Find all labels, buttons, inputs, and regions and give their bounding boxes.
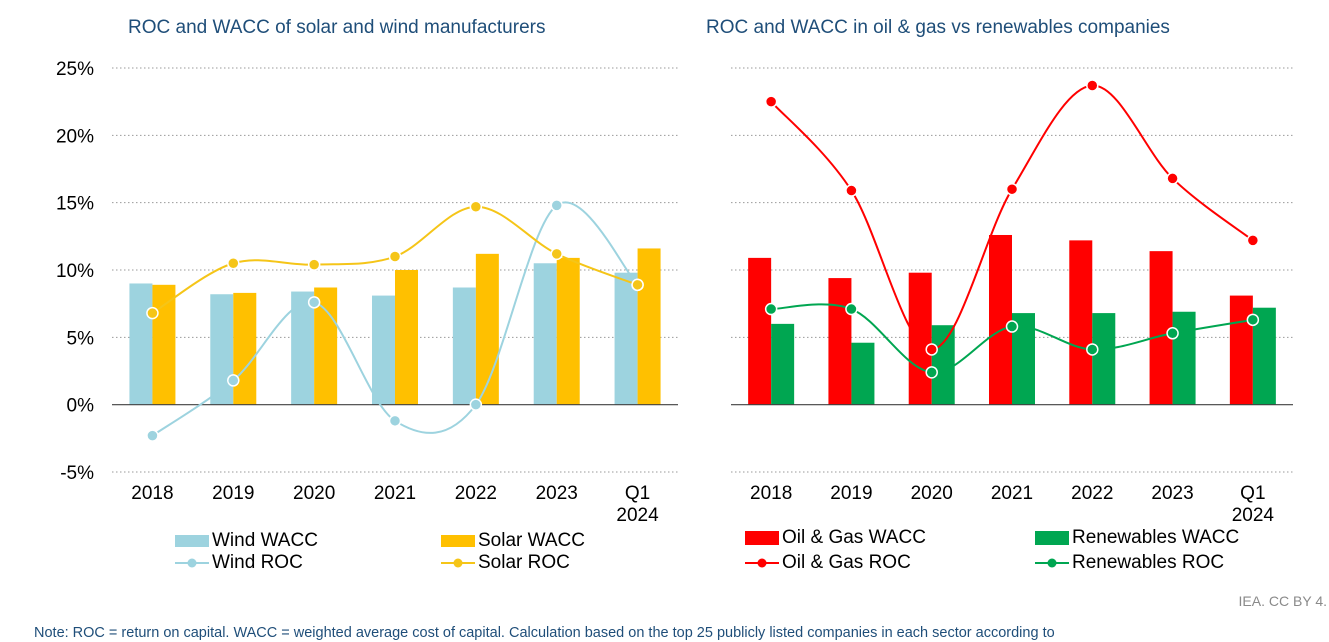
left-point-wind-roc (307, 296, 321, 309)
left-point-wind-roc (469, 398, 483, 411)
right-bar-oil-gas-wacc (828, 278, 852, 405)
solar-wacc-swatch-icon (441, 535, 475, 547)
left-bar-solar-wacc (233, 292, 257, 405)
right-x-tick-label: 2020 (911, 483, 953, 504)
left-x-tick-label: 2018 (131, 483, 173, 504)
right-point-renewables-roc (1086, 343, 1099, 356)
og-wacc-swatch-icon (745, 531, 779, 545)
right-point-oil-gas-roc (1005, 182, 1019, 196)
right-point-oil-gas-roc (845, 184, 858, 197)
right-bar-oil-gas-wacc (1069, 240, 1093, 405)
right-bar-renewables-wacc (1252, 307, 1276, 405)
right-point-renewables-roc (1005, 320, 1019, 333)
legend-label: Wind ROC (212, 552, 303, 573)
left-bar-solar-wacc (152, 284, 176, 405)
right-x-tick-label: 2023 (1151, 483, 1193, 504)
right-point-renewables-roc (1166, 327, 1179, 340)
left-y-tick-label: 5% (67, 328, 95, 349)
left-point-solar-roc (388, 250, 402, 263)
left-point-solar-roc (227, 257, 240, 270)
right-x-tick-label: 2019 (830, 483, 872, 504)
right-point-oil-gas-roc (925, 343, 938, 356)
right-point-oil-gas-roc (764, 95, 778, 108)
solar-roc-line-icon (441, 558, 475, 568)
right-x-tick-label: 2018 (750, 483, 792, 504)
left-bar-wind-wacc (452, 287, 476, 405)
legend-label: Oil & Gas ROC (782, 552, 911, 573)
left-bar-wind-wacc (291, 291, 315, 405)
charts-canvas: -5%5%10%15%20%25%0%2018 2019 2020 2021 2022 2… (56, 59, 1293, 526)
left-point-wind-roc (227, 374, 240, 387)
legend-label: Wind WACC (212, 530, 318, 551)
right-bar-oil-gas-wacc (1149, 251, 1173, 405)
left-bar-solar-wacc (637, 248, 661, 405)
right-point-renewables-roc (764, 302, 778, 316)
left-bar-wind-wacc (614, 272, 638, 405)
right-bar-oil-gas-wacc (748, 257, 772, 405)
left-y-tick-label: 15% (56, 194, 94, 215)
left-bar-solar-wacc (556, 257, 580, 405)
left-x-tick-label: 2019 (212, 483, 254, 504)
right-bar-oil-gas-wacc (908, 272, 932, 405)
right-x-tick-label: 2022 (1071, 483, 1113, 504)
left-bar-wind-wacc (210, 294, 234, 405)
left-x-tick-label: Q1 2024 (616, 483, 659, 526)
left-bar-wind-wacc (533, 263, 557, 405)
left-x-tick-label: 2021 (374, 483, 416, 504)
right-x-tick-label: Q1 2024 (1232, 483, 1275, 526)
left-y-tick-label: -5% (60, 463, 94, 484)
right-bar-renewables-wacc (851, 342, 875, 405)
left-bar-solar-wacc (395, 270, 418, 405)
ren-roc-line-icon (1035, 558, 1069, 568)
left-x-tick-label: 2023 (536, 483, 578, 504)
left-bar-wind-wacc (129, 283, 153, 405)
left-x-tick-label: 2020 (293, 483, 335, 504)
right-point-renewables-roc (1246, 313, 1260, 327)
left-chart: -5% 5% 10% 15% 20% 25% 0% 2018 2019 2020 2021 2022 2… (56, 59, 678, 526)
left-point-wind-roc (146, 429, 159, 442)
right-bar-renewables-wacc (771, 323, 795, 405)
left-point-solar-roc (307, 258, 321, 271)
right-bar-renewables-wacc (1092, 313, 1116, 405)
left-point-wind-roc (550, 199, 563, 212)
right-line-oil-gas-roc (770, 84, 1254, 351)
legend-label: Renewables WACC (1072, 527, 1240, 548)
right-point-renewables-roc (925, 366, 938, 379)
right-chart-title: ROC and WACC in oil & gas vs renewables … (706, 17, 1170, 38)
ren-wacc-swatch-icon (1035, 531, 1069, 545)
wind-wacc-swatch-icon (175, 535, 209, 547)
right-point-oil-gas-roc (1246, 234, 1260, 247)
right-bar-renewables-wacc (1012, 313, 1035, 405)
right-point-oil-gas-roc (1166, 172, 1179, 185)
legend-label: Renewables ROC (1072, 552, 1225, 573)
legend-label: Solar WACC (478, 530, 585, 551)
left-point-solar-roc (469, 200, 483, 213)
left-chart-title: ROC and WACC of solar and wind manufactu… (128, 17, 546, 38)
left-point-solar-roc (146, 306, 159, 320)
right-bar-renewables-wacc (931, 325, 955, 405)
right-bar-renewables-wacc (1172, 311, 1196, 405)
left-x-tick-label: 2022 (455, 483, 497, 504)
left-y-tick-label: 20% (56, 126, 94, 147)
wind-roc-line-icon (175, 558, 209, 568)
right-point-oil-gas-roc (1086, 79, 1099, 92)
legend-label: Oil & Gas WACC (782, 527, 926, 548)
left-point-wind-roc (388, 414, 402, 428)
legend-label: Solar ROC (478, 552, 570, 573)
note-text: Note: ROC = return on capital. WACC = we… (34, 625, 1055, 641)
right-bar-oil-gas-wacc (989, 234, 1012, 405)
left-bar-wind-wacc (372, 295, 395, 405)
credit-text: IEA. CC BY 4. (1238, 593, 1327, 609)
left-y-tick-label: 10% (56, 261, 94, 282)
right-point-renewables-roc (845, 302, 858, 316)
right-bar-oil-gas-wacc (1229, 295, 1253, 405)
left-point-solar-roc (631, 278, 644, 292)
right-x-tick-label: 2021 (991, 483, 1033, 504)
og-roc-line-icon (745, 558, 779, 568)
left-y-tick-label: 25% (56, 59, 94, 80)
left-y-tick-label: 0% (67, 396, 95, 417)
right-chart: 2018 2019 2020 2021 2022 2023 Q1 2024 (731, 67, 1293, 526)
left-point-solar-roc (550, 247, 563, 261)
